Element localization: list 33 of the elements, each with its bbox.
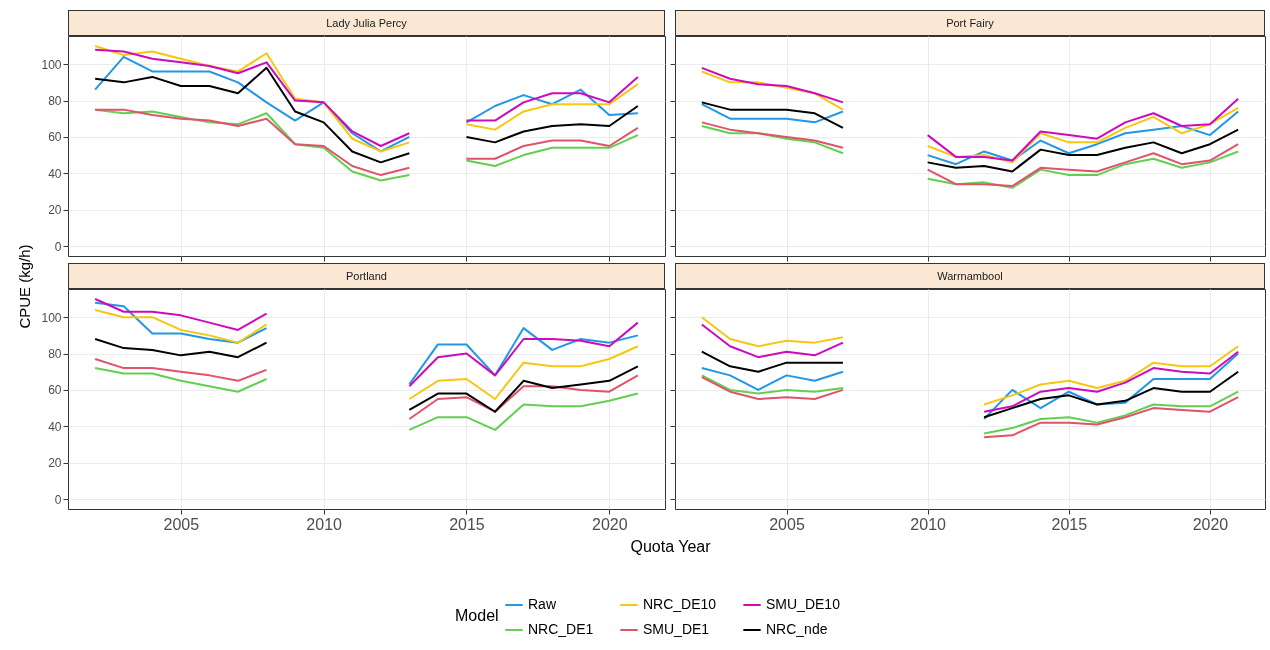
x-tick-label: 2020 [592, 515, 628, 533]
y-tick-label: 60 [48, 383, 62, 398]
y-tick-label: 100 [41, 310, 62, 325]
legend-title: Model [455, 607, 499, 624]
x-axis-title: Quota Year [630, 537, 712, 555]
y-tick-label: 0 [54, 492, 62, 507]
chart-title: Port Fairy [675, 10, 1265, 36]
legend-label: SMU_DE10 [766, 596, 841, 612]
y-tick-label: 60 [48, 130, 62, 145]
legend-label: NRC_DE1 [528, 621, 594, 637]
y-tick-label: 40 [48, 419, 62, 434]
x-tick-label: 2010 [910, 515, 947, 533]
x-tick-label: 2010 [306, 515, 343, 533]
y-tick-label: 0 [54, 239, 62, 254]
x-tick-label: 2015 [449, 515, 485, 533]
y-tick-label: 80 [48, 347, 62, 362]
legend-label: Raw [528, 596, 557, 612]
y-tick-label: 100 [41, 57, 62, 72]
chart-title: Warrnambool [675, 263, 1265, 289]
x-tick-label: 2020 [1192, 515, 1229, 533]
y-tick-label: 40 [48, 166, 62, 181]
x-tick-label: 2005 [163, 515, 200, 533]
x-tick-label: 2015 [1051, 515, 1088, 533]
y-tick-label: 80 [48, 94, 62, 109]
legend-label: NRC_DE10 [643, 596, 717, 612]
chart-title: Portland [68, 263, 665, 289]
y-axis-title: CPUE (kg/h) [16, 244, 34, 329]
y-tick-label: 20 [48, 203, 62, 218]
legend-label: SMU_DE1 [643, 621, 710, 637]
y-tick-label: 20 [48, 456, 62, 471]
legend-label: NRC_nde [766, 621, 828, 637]
x-tick-label: 2005 [769, 515, 805, 533]
chart-title: Lady Julia Percy [68, 10, 665, 36]
